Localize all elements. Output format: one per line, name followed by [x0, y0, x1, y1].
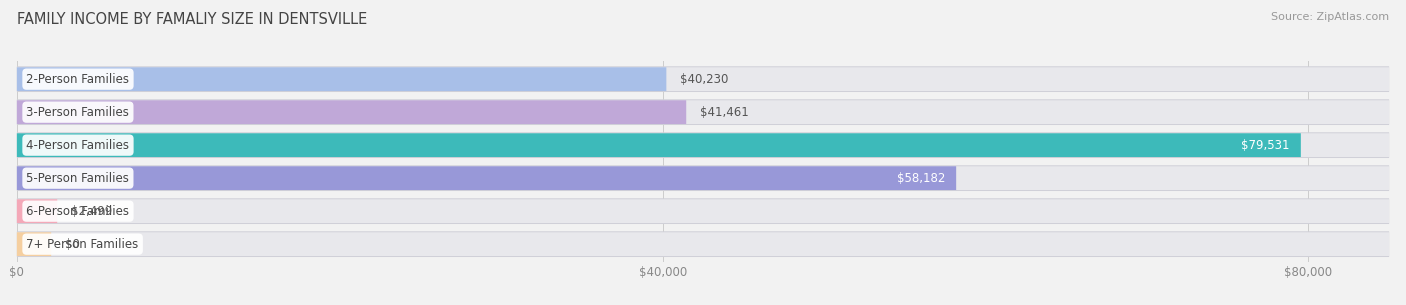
Text: 3-Person Families: 3-Person Families — [27, 106, 129, 119]
FancyBboxPatch shape — [17, 133, 1389, 157]
Text: 2-Person Families: 2-Person Families — [27, 73, 129, 86]
FancyBboxPatch shape — [17, 100, 1389, 124]
FancyBboxPatch shape — [17, 166, 1389, 190]
FancyBboxPatch shape — [17, 232, 51, 256]
Text: $41,461: $41,461 — [700, 106, 749, 119]
Text: Source: ZipAtlas.com: Source: ZipAtlas.com — [1271, 12, 1389, 22]
Text: $40,230: $40,230 — [681, 73, 728, 86]
FancyBboxPatch shape — [17, 198, 1389, 224]
FancyBboxPatch shape — [17, 232, 1389, 256]
FancyBboxPatch shape — [17, 99, 1389, 125]
FancyBboxPatch shape — [17, 165, 1389, 191]
Text: $0: $0 — [65, 238, 80, 251]
FancyBboxPatch shape — [17, 199, 1389, 223]
Text: $2,499: $2,499 — [70, 205, 112, 218]
Text: $58,182: $58,182 — [897, 172, 945, 185]
Text: 5-Person Families: 5-Person Families — [27, 172, 129, 185]
Text: $79,531: $79,531 — [1241, 139, 1289, 152]
Text: 4-Person Families: 4-Person Families — [27, 139, 129, 152]
FancyBboxPatch shape — [17, 67, 1389, 91]
FancyBboxPatch shape — [17, 199, 58, 223]
FancyBboxPatch shape — [17, 66, 1389, 92]
FancyBboxPatch shape — [17, 133, 1301, 157]
Text: FAMILY INCOME BY FAMALIY SIZE IN DENTSVILLE: FAMILY INCOME BY FAMALIY SIZE IN DENTSVI… — [17, 12, 367, 27]
FancyBboxPatch shape — [17, 132, 1389, 158]
FancyBboxPatch shape — [17, 166, 956, 190]
FancyBboxPatch shape — [17, 231, 1389, 257]
Text: 7+ Person Families: 7+ Person Families — [27, 238, 139, 251]
FancyBboxPatch shape — [17, 100, 686, 124]
Text: 6-Person Families: 6-Person Families — [27, 205, 129, 218]
FancyBboxPatch shape — [17, 67, 666, 91]
